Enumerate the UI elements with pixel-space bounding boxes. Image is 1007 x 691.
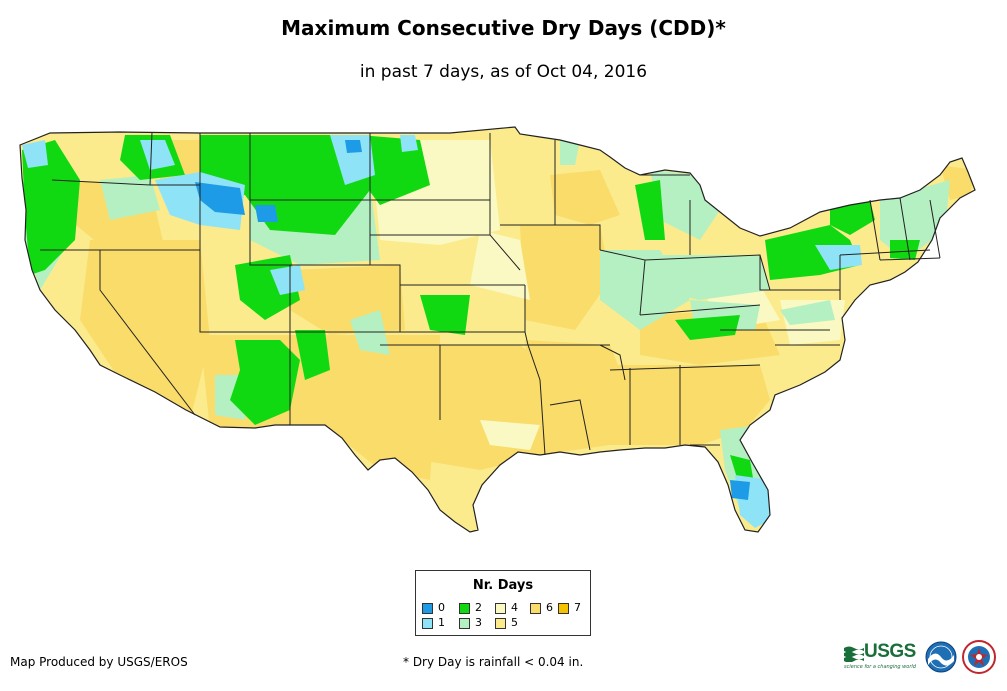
legend-label: 4 [511, 601, 518, 614]
legend-swatch [422, 602, 433, 614]
legend-title: Nr. Days [472, 578, 534, 593]
legend-item-3: 3 [459, 617, 482, 629]
legend-swatch [495, 617, 506, 629]
legend-swatch [459, 602, 470, 614]
legend-swatch [558, 602, 569, 614]
legend: Nr. Days 0 1 2 3 4 5 6 7 [415, 570, 591, 636]
legend-label: 5 [511, 616, 518, 629]
legend-label: 1 [438, 616, 445, 629]
legend-item-5: 5 [495, 617, 518, 629]
legend-swatch [422, 617, 433, 629]
legend-label: 7 [574, 601, 581, 614]
legend-item-0: 0 [422, 602, 445, 614]
legend-swatch [459, 617, 470, 629]
map-title: Maximum Consecutive Dry Days (CDD)* [281, 16, 726, 40]
legend-label: 6 [546, 601, 553, 614]
usgs-tagline: science for a changing world [844, 664, 916, 670]
credit-text: Map Produced by USGS/EROS [10, 655, 188, 669]
legend-item-2: 2 [459, 602, 482, 614]
legend-swatch [495, 602, 506, 614]
legend-item-1: 1 [422, 617, 445, 629]
footnote-text: * Dry Day is rainfall < 0.04 in. [403, 655, 584, 669]
legend-item-4: 4 [495, 602, 518, 614]
map-subtitle: in past 7 days, as of Oct 04, 2016 [359, 62, 648, 82]
usgs-logo: USGS science for a changing world [844, 641, 922, 671]
usgs-wordmark: USGS [864, 641, 916, 662]
legend-item-7: 7 [558, 602, 581, 614]
usgs-wave-icon [844, 646, 864, 662]
legend-label: 3 [475, 616, 482, 629]
nws-logo-icon [962, 640, 996, 674]
state-borders [40, 131, 941, 456]
legend-item-6: 6 [530, 602, 553, 614]
noaa-logo-icon [925, 641, 957, 673]
legend-label: 2 [475, 601, 482, 614]
legend-label: 0 [438, 601, 445, 614]
legend-swatch [530, 602, 541, 614]
